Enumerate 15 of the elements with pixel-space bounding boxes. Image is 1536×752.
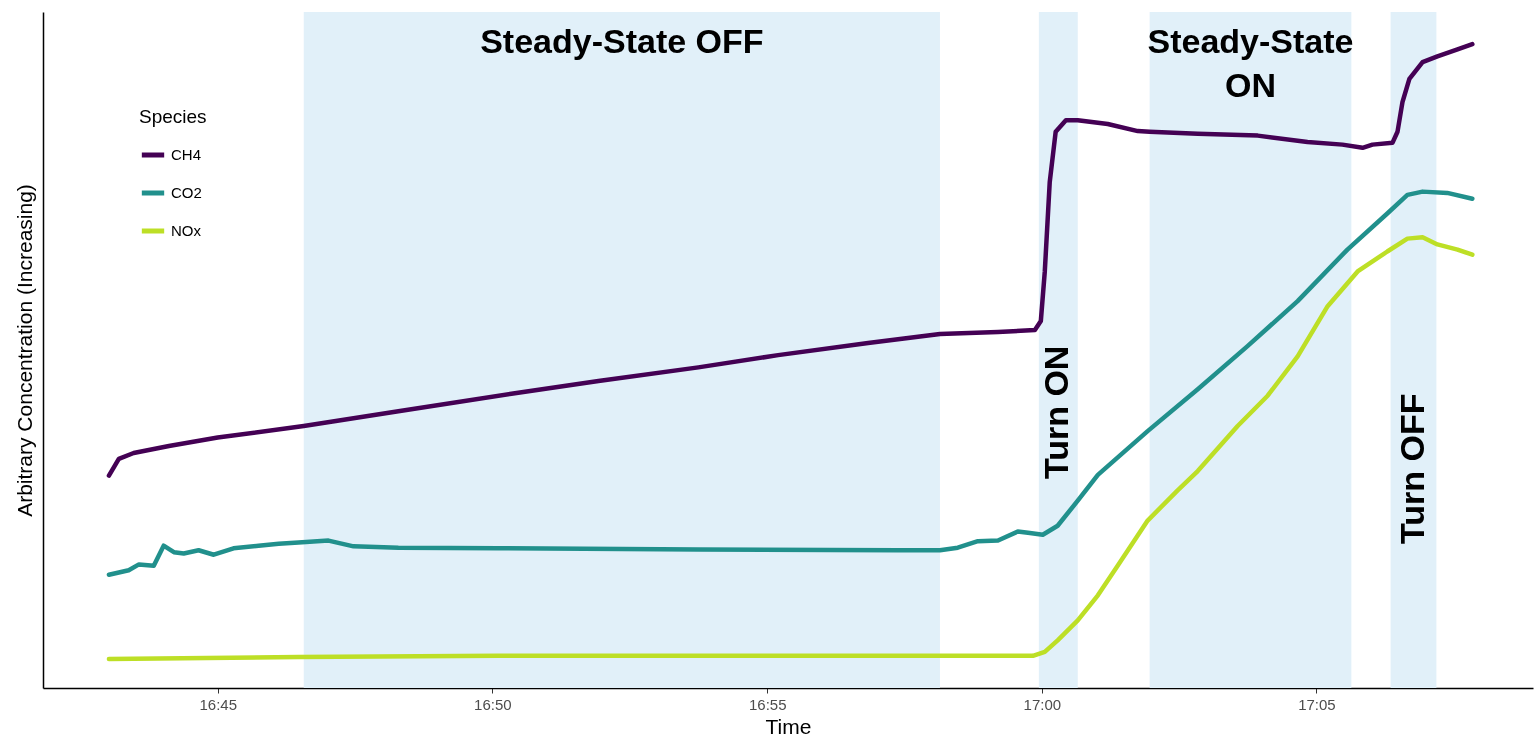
legend-label: CO2 [171,184,202,201]
band-label: Steady-State ON [1147,22,1354,104]
x-axis-title: Time [765,714,812,738]
x-tick-label: 17:05 [1298,695,1336,713]
x-tick-label: 16:50 [474,695,512,713]
x-tick-label: 16:55 [748,695,787,713]
legend-label: NOx [171,222,202,239]
x-tick-label: 17:00 [1023,695,1062,713]
y-axis-title: Arbitrary Concentration (Increasing) [12,184,36,517]
legend-title: Species [139,106,207,127]
band-label: Turn OFF [1392,393,1431,544]
legend-label: CH4 [171,146,202,163]
band-label: Turn ON [1037,345,1076,480]
band-label: Steady-State OFF [480,22,764,60]
x-tick-label: 16:45 [199,695,237,713]
